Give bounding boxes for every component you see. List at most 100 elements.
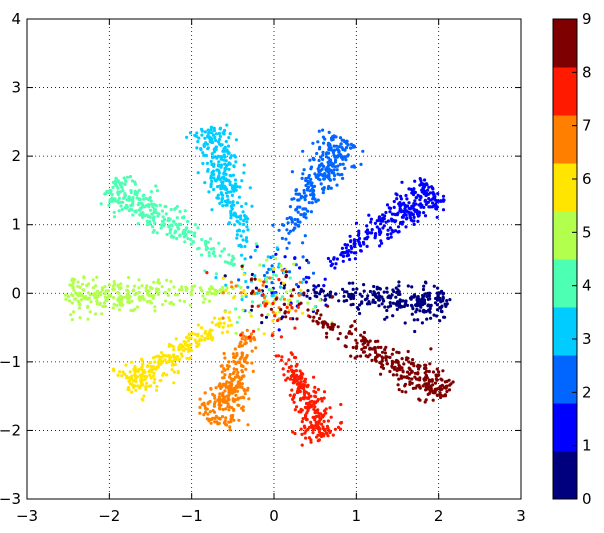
data-point xyxy=(167,288,171,292)
colorbar-band-0 xyxy=(553,451,577,500)
data-point xyxy=(155,384,159,389)
data-point xyxy=(238,222,242,226)
data-point xyxy=(306,301,310,305)
data-point xyxy=(358,242,362,246)
data-point xyxy=(118,370,122,374)
data-point xyxy=(206,412,210,416)
data-point xyxy=(366,343,370,347)
data-point xyxy=(157,281,161,285)
data-point xyxy=(210,131,214,135)
data-point xyxy=(87,282,91,286)
data-point xyxy=(180,287,184,292)
data-point xyxy=(320,399,324,403)
data-point xyxy=(250,204,254,208)
data-point xyxy=(236,396,240,400)
data-point xyxy=(326,426,330,430)
data-point xyxy=(203,130,207,134)
data-point xyxy=(329,186,333,190)
data-point xyxy=(321,135,325,139)
data-point xyxy=(373,236,377,240)
data-point xyxy=(222,147,226,151)
data-point xyxy=(144,385,148,389)
data-point xyxy=(155,388,159,392)
data-point xyxy=(220,415,225,419)
data-point xyxy=(326,293,330,297)
data-point xyxy=(214,276,218,280)
data-point xyxy=(377,304,381,308)
data-point xyxy=(220,197,224,201)
data-point xyxy=(246,228,250,232)
data-point xyxy=(392,205,396,209)
data-point xyxy=(206,128,210,132)
colorbar-label: 1 xyxy=(582,437,592,455)
data-point xyxy=(404,217,409,221)
data-point xyxy=(149,199,153,203)
data-point xyxy=(321,425,325,429)
data-point xyxy=(175,237,179,241)
data-point xyxy=(201,161,205,166)
data-point xyxy=(388,304,393,308)
data-point xyxy=(168,358,172,363)
data-point xyxy=(300,443,304,447)
data-point xyxy=(283,255,287,259)
data-point xyxy=(253,248,257,252)
data-point xyxy=(298,398,303,402)
data-point xyxy=(373,294,378,298)
data-point xyxy=(141,362,145,366)
data-point xyxy=(187,343,192,347)
data-point xyxy=(227,253,231,257)
data-point xyxy=(244,279,248,284)
data-point xyxy=(229,414,233,418)
data-point xyxy=(200,288,204,292)
data-point xyxy=(404,213,408,217)
data-point xyxy=(241,238,245,242)
data-point xyxy=(427,369,431,374)
data-point xyxy=(221,316,225,320)
data-point xyxy=(405,197,409,201)
data-point xyxy=(288,393,292,397)
data-point xyxy=(231,203,235,207)
data-point xyxy=(440,387,444,391)
data-point xyxy=(147,370,151,374)
data-point xyxy=(200,129,204,133)
data-point xyxy=(84,294,88,299)
data-point xyxy=(257,278,261,282)
data-point xyxy=(394,302,398,306)
data-point xyxy=(321,150,325,154)
data-point xyxy=(315,425,320,429)
data-point xyxy=(282,297,286,301)
data-point xyxy=(302,188,306,193)
data-point xyxy=(203,181,207,185)
data-point xyxy=(347,292,351,296)
data-point xyxy=(278,285,283,289)
data-point xyxy=(158,358,162,362)
data-point xyxy=(245,225,249,229)
data-point xyxy=(187,333,191,337)
data-point xyxy=(151,218,156,222)
data-point xyxy=(190,331,194,335)
data-point xyxy=(234,331,238,335)
data-point xyxy=(154,355,158,359)
y-tick-label: −2 xyxy=(0,421,21,439)
data-point xyxy=(365,231,370,236)
data-point xyxy=(206,147,210,151)
data-point xyxy=(279,308,283,312)
data-point xyxy=(271,223,275,227)
data-point xyxy=(397,284,401,288)
data-point xyxy=(405,204,410,208)
data-point xyxy=(142,394,146,398)
data-point xyxy=(152,380,156,385)
data-point xyxy=(172,348,176,352)
data-point xyxy=(194,341,198,345)
data-point xyxy=(234,138,238,142)
data-point xyxy=(244,341,248,345)
data-point xyxy=(251,369,255,373)
data-point xyxy=(231,200,235,204)
data-point xyxy=(148,285,152,290)
data-point xyxy=(203,136,207,140)
data-point xyxy=(224,164,228,168)
data-point xyxy=(412,215,416,219)
x-tick-label: −2 xyxy=(98,507,120,525)
data-point xyxy=(118,298,122,302)
